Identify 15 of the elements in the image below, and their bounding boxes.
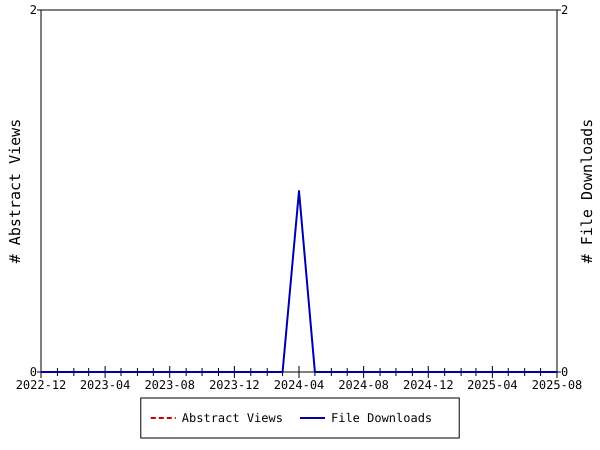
y2-tick-label: 0 <box>561 365 568 379</box>
x-tick-label: 2023-08 <box>144 378 196 392</box>
x-tick-label: 2024-12 <box>402 378 454 392</box>
y2-tick-label: 2 <box>561 3 568 17</box>
legend-label: File Downloads <box>331 411 432 425</box>
y-axis-title: # Abstract Views <box>6 118 24 264</box>
x-tick-label: 2023-12 <box>209 378 260 392</box>
x-tick-label: 2025-08 <box>532 378 582 392</box>
y2-axis-title: # File Downloads <box>578 118 596 264</box>
x-tick-label: 2023-04 <box>80 378 130 392</box>
x-tick-label: 2024-04 <box>274 378 324 392</box>
x-tick-label: 2024-08 <box>338 378 389 392</box>
x-tick-label: 2022-12 <box>16 378 66 392</box>
x-tick-label: 2025-04 <box>467 378 518 392</box>
legend-label: Abstract Views <box>182 411 283 425</box>
